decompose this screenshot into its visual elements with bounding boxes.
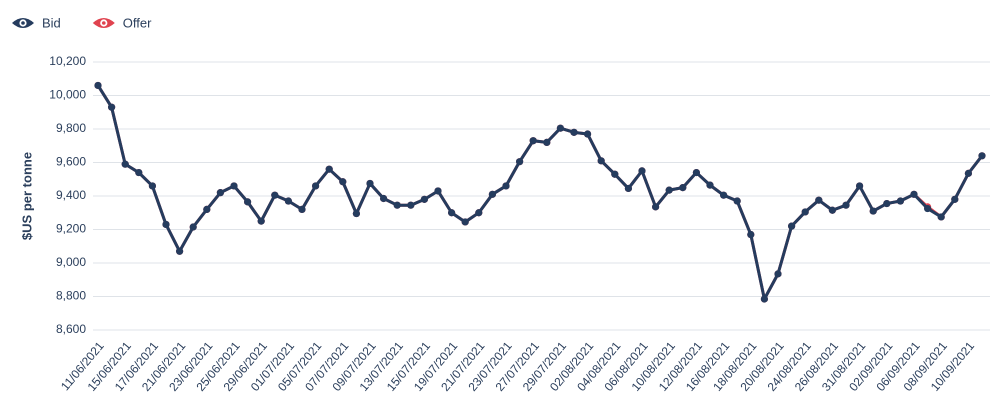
legend-icon-pupil-center — [101, 21, 106, 25]
data-point — [896, 197, 905, 205]
legend-label: Offer — [123, 15, 152, 30]
legend-label: Bid — [42, 15, 61, 30]
y-tick-label: 9,800 — [56, 121, 86, 135]
data-point — [692, 168, 701, 177]
data-point — [257, 217, 265, 225]
data-point — [393, 201, 401, 209]
y-tick-label: 9,600 — [56, 155, 86, 169]
data-point — [448, 209, 456, 217]
data-point — [652, 203, 660, 211]
data-point — [284, 197, 292, 205]
data-point — [271, 191, 279, 199]
y-tick-label: 10,200 — [49, 54, 86, 68]
data-point — [924, 204, 932, 213]
data-point — [964, 169, 973, 177]
data-point — [108, 103, 116, 111]
data-point — [828, 206, 837, 214]
data-point — [856, 182, 864, 190]
data-point — [570, 128, 578, 136]
data-point — [815, 196, 823, 204]
data-point — [774, 270, 782, 278]
data-point — [407, 201, 415, 209]
y-tick-label: 9,200 — [56, 222, 86, 236]
data-point — [937, 213, 945, 221]
data-point — [951, 195, 959, 203]
data-point — [883, 199, 891, 208]
data-point — [475, 209, 483, 217]
data-point — [665, 186, 673, 194]
data-point — [788, 222, 796, 230]
data-point — [679, 184, 687, 192]
data-point — [720, 191, 728, 199]
data-point — [733, 197, 741, 205]
data-point — [434, 187, 442, 195]
data-point — [230, 182, 238, 190]
data-point — [597, 157, 605, 165]
series-line — [96, 84, 984, 301]
data-point — [611, 170, 619, 178]
data-point — [244, 198, 252, 206]
data-point — [488, 190, 496, 198]
data-point — [516, 158, 524, 166]
data-point — [706, 181, 714, 189]
data-point — [216, 189, 224, 197]
data-point — [420, 195, 428, 203]
data-point — [624, 184, 633, 193]
data-point — [801, 208, 809, 216]
y-axis-label: $US per tonne — [19, 152, 34, 240]
data-point — [842, 201, 850, 209]
data-point — [910, 190, 918, 198]
y-tick-label: 8,600 — [56, 322, 86, 336]
y-tick-label: 9,000 — [56, 255, 86, 269]
data-point — [162, 220, 170, 229]
legend-item[interactable]: Offer — [92, 15, 152, 30]
data-point — [339, 178, 347, 186]
data-point — [94, 81, 102, 90]
data-point — [312, 182, 320, 190]
data-point — [366, 179, 374, 188]
data-point — [380, 194, 388, 203]
data-point — [135, 168, 143, 177]
legend-item[interactable]: Bid — [12, 15, 61, 30]
data-point — [176, 247, 184, 255]
data-point — [148, 182, 156, 190]
legend-icon-pupil-center — [21, 21, 25, 25]
data-point — [543, 138, 551, 146]
data-point — [121, 160, 129, 168]
data-point — [978, 152, 986, 160]
data-point — [584, 130, 592, 138]
data-point — [556, 124, 565, 132]
data-point — [529, 137, 537, 145]
y-tick-label: 9,400 — [56, 188, 86, 202]
data-point — [869, 207, 877, 215]
data-point — [747, 230, 755, 239]
data-point — [502, 182, 510, 190]
y-tick-label: 8,800 — [56, 289, 86, 303]
data-point — [203, 205, 211, 213]
data-point — [298, 205, 306, 213]
data-point — [760, 295, 769, 303]
data-point — [325, 165, 333, 173]
data-point — [461, 218, 469, 226]
data-point — [638, 167, 646, 175]
y-tick-label: 10,000 — [49, 88, 86, 102]
data-point — [352, 209, 360, 218]
data-point — [189, 223, 197, 231]
series-line — [96, 84, 984, 301]
